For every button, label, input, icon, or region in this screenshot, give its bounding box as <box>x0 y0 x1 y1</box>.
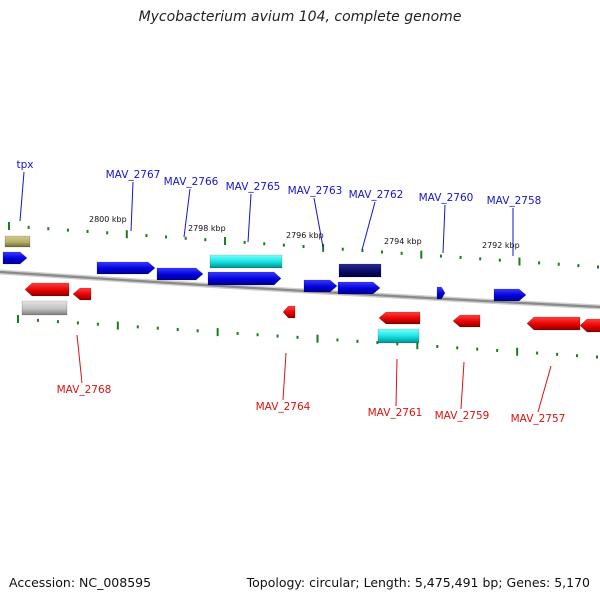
gene-label-mav-2768: MAV_2768 <box>57 384 112 396</box>
gene-features <box>2 235 600 344</box>
gene-mav-2757-b <box>579 318 600 333</box>
gene-label-mav-2762: MAV_2762 <box>349 189 404 201</box>
tick-label: 2792 kbp <box>482 241 520 250</box>
tick-labels: 2800 kbp 2798 kbp 2796 kbp 2794 kbp 2792 kbp <box>89 215 520 250</box>
tick-label: 2800 kbp <box>89 215 127 224</box>
gene-mav-2758 <box>493 288 527 302</box>
leader-line-mav-2768 <box>76 334 83 384</box>
gene-mav-2764 <box>282 305 296 319</box>
gene-mav-2762-b <box>337 281 381 295</box>
gene-mav-2761-b <box>377 328 420 344</box>
tick-label: 2794 kbp <box>384 237 422 246</box>
accession-text: Accession: NC_008595 <box>9 575 152 590</box>
tick-label: 2798 kbp <box>188 224 226 233</box>
gene-label-mav-2766: MAV_2766 <box>164 176 219 188</box>
tick-label: 2796 kbp <box>286 231 324 240</box>
gene-mav-2766 <box>156 267 204 281</box>
gene-label-mav-2761: MAV_2761 <box>368 407 423 419</box>
leader-line-mav-2763 <box>313 197 324 248</box>
leader-line-mav-2760 <box>442 204 446 254</box>
leader-line-mav-2757 <box>537 365 552 413</box>
leader-line-mav-2767 <box>130 181 134 232</box>
gene-label-tpx: tpx <box>17 159 34 171</box>
leader-line-mav-2765 <box>247 193 252 243</box>
leader-line-mav-2759 <box>460 361 465 410</box>
map-title: Mycobacterium avium 104, complete genome <box>138 9 462 25</box>
tick-row-lower <box>17 315 598 359</box>
gene-label-mav-2760: MAV_2760 <box>419 192 474 204</box>
label-leader-lines <box>19 171 552 413</box>
gene-mav-2765-b <box>207 271 282 286</box>
gene-label-mav-2759: MAV_2759 <box>435 410 490 422</box>
gene-label-mav-2764: MAV_2764 <box>256 401 311 413</box>
gene-label-mav-2758: MAV_2758 <box>487 195 542 207</box>
gene-mav-2768-a <box>24 282 70 297</box>
gene-mav-2763 <box>303 279 338 293</box>
gene-mav-2757-a <box>526 316 581 331</box>
leader-line-tpx <box>19 171 25 222</box>
gene-mav-2761-a <box>378 311 421 325</box>
gene-mav-2762-a <box>338 263 382 278</box>
gene-label-mav-2763: MAV_2763 <box>288 185 343 197</box>
leader-line-mav-2761 <box>395 358 398 407</box>
gene-mav-2765-a <box>209 254 283 269</box>
gene-mav-2768-c <box>21 300 68 316</box>
gene-label-mav-2757: MAV_2757 <box>511 413 566 425</box>
gene-label-mav-2765: MAV_2765 <box>226 181 281 193</box>
gene-olive <box>4 235 31 248</box>
genome-backbone <box>0 269 600 310</box>
gene-tpx <box>2 251 28 265</box>
gene-mav-2768-b <box>72 287 92 301</box>
leader-line-mav-2766 <box>183 188 191 238</box>
gene-label-mav-2767: MAV_2767 <box>106 169 161 181</box>
topology-text: Topology: circular; Length: 5,475,491 bp… <box>246 575 590 590</box>
backbone-line <box>0 270 600 309</box>
gene-mav-2759 <box>452 314 481 328</box>
gene-mav-2767 <box>96 261 156 275</box>
gene-mav-2760 <box>436 286 446 300</box>
leader-line-mav-2764 <box>282 352 287 401</box>
tick-row-upper <box>8 222 599 269</box>
leader-line-mav-2762 <box>361 201 376 251</box>
